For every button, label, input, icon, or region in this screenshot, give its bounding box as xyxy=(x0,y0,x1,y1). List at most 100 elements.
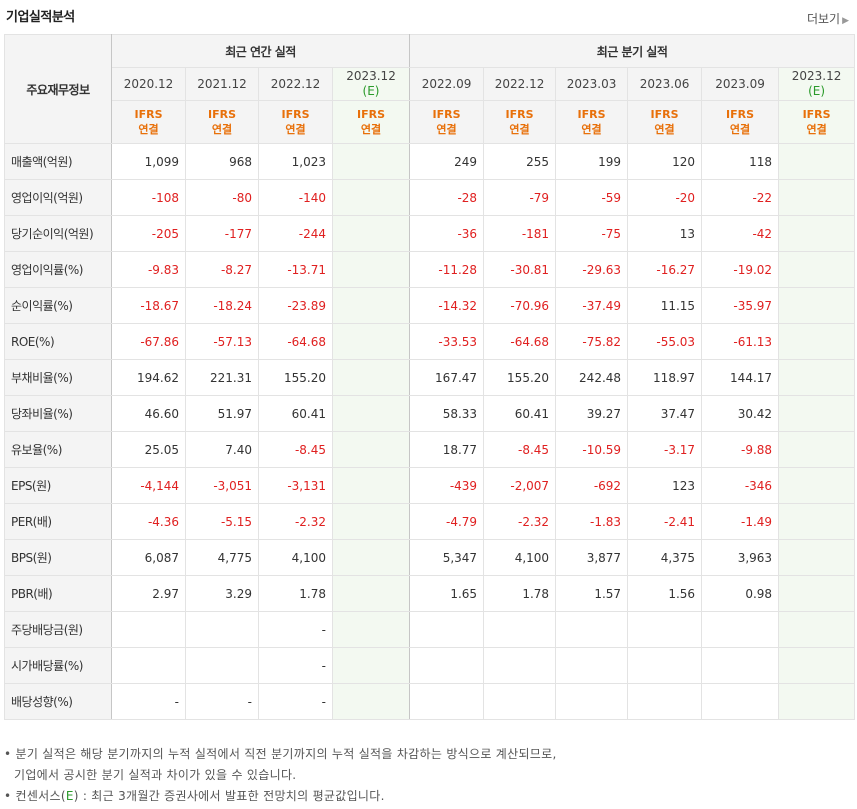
basis-standard: IFRS xyxy=(357,108,386,121)
table-cell: 167.47 xyxy=(409,359,485,396)
table-cell: 118 xyxy=(701,143,780,180)
table-cell: -28 xyxy=(409,179,485,216)
table-row: ROE(%) -67.86 -57.13 -64.68 -33.53 -64.68 -75.… xyxy=(4,323,856,360)
basis-consolidation: 연결 xyxy=(806,123,827,136)
table-cell: - xyxy=(258,647,333,684)
table-cell xyxy=(331,575,411,612)
table-cell: -2.32 xyxy=(483,503,557,540)
quarter-header: 최근 분기 실적 xyxy=(409,34,856,68)
table-cell: 46.60 xyxy=(111,395,186,432)
more-label: 더보기 xyxy=(806,12,841,26)
period-label: 2023.09 xyxy=(715,77,765,91)
table-cell xyxy=(627,683,703,720)
footnote-consensus-pre: • 컨센서스( xyxy=(4,789,66,803)
table-cell: -67.86 xyxy=(111,323,186,360)
table-cell: -30.81 xyxy=(483,251,557,288)
table-cell: 1.57 xyxy=(555,575,629,612)
table-cell xyxy=(627,611,703,648)
row-label: 영업이익(억원) xyxy=(4,179,112,216)
table-cell xyxy=(701,683,780,720)
footnote-quarterly: • 분기 실적은 해당 분기까지의 누적 실적에서 직전 분기까지의 누적 실적… xyxy=(4,747,557,761)
table-cell: -55.03 xyxy=(627,323,703,360)
basis-header: IFRS 연결 xyxy=(483,100,557,144)
table-row: 당좌비율(%) 46.60 51.97 60.41 58.33 60.41 39.27 37.… xyxy=(4,395,856,432)
basis-standard: IFRS xyxy=(281,108,310,121)
table-cell xyxy=(778,143,856,180)
table-cell: 11.15 xyxy=(627,287,703,324)
table-cell: 3,877 xyxy=(555,539,629,576)
table-cell: 60.41 xyxy=(258,395,333,432)
table-cell: 58.33 xyxy=(409,395,485,432)
table-cell xyxy=(331,215,411,252)
table-row: 유보율(%) 25.05 7.40 -8.45 18.77 -8.45 -10.59 -3.1… xyxy=(4,431,856,468)
table-cell: 118.97 xyxy=(627,359,703,396)
table-cell: -3,051 xyxy=(185,467,259,504)
table-cell: -8.45 xyxy=(483,431,557,468)
table-cell: -33.53 xyxy=(409,323,485,360)
period-header: 2023.12 (E) xyxy=(331,67,411,101)
table-cell xyxy=(778,467,856,504)
table-cell: -22 xyxy=(701,179,780,216)
table-cell: -19.02 xyxy=(701,251,780,288)
basis-standard: IFRS xyxy=(505,108,534,121)
basis-consolidation: 연결 xyxy=(138,123,159,136)
period-header: 2020.12 xyxy=(111,67,186,101)
table-cell xyxy=(331,251,411,288)
basis-header: IFRS 연결 xyxy=(778,100,856,144)
table-cell xyxy=(483,683,557,720)
basis-standard: IFRS xyxy=(134,108,163,121)
table-cell xyxy=(627,647,703,684)
table-cell xyxy=(778,611,856,648)
more-link[interactable]: 더보기 ▶ xyxy=(807,10,849,27)
table-cell: -1.49 xyxy=(701,503,780,540)
table-cell xyxy=(331,611,411,648)
table-cell: -16.27 xyxy=(627,251,703,288)
table-cell: -59 xyxy=(555,179,629,216)
table-cell: -64.68 xyxy=(258,323,333,360)
period-label: 2022.12 xyxy=(494,77,545,91)
table-cell: 4,100 xyxy=(483,539,557,576)
row-label: PER(배) xyxy=(4,503,112,540)
table-cell xyxy=(555,683,629,720)
table-cell xyxy=(778,287,856,324)
table-cell xyxy=(483,647,557,684)
row-label: 시가배당률(%) xyxy=(4,647,112,684)
table-row: 주당배당금(원) - xyxy=(4,611,856,648)
table-cell: 1.78 xyxy=(258,575,333,612)
table-cell: 6,087 xyxy=(111,539,186,576)
table-cell: 1.78 xyxy=(483,575,557,612)
table-cell: 155.20 xyxy=(258,359,333,396)
table-cell: -181 xyxy=(483,215,557,252)
table-cell xyxy=(555,611,629,648)
annual-header: 최근 연간 실적 xyxy=(110,34,411,68)
table-cell: - xyxy=(258,683,333,720)
table-cell: -4.36 xyxy=(111,503,186,540)
table-cell: -3.17 xyxy=(627,431,703,468)
table-row: BPS(원) 6,087 4,775 4,100 5,347 4,100 3,877 4,37… xyxy=(4,539,856,576)
table-cell xyxy=(409,683,485,720)
table-cell: 242.48 xyxy=(555,359,629,396)
period-header: 2023.06 xyxy=(627,67,703,101)
row-label: 영업이익률(%) xyxy=(4,251,112,288)
table-cell: 3.29 xyxy=(185,575,259,612)
row-label: EPS(원) xyxy=(4,467,112,504)
table-cell xyxy=(331,395,411,432)
table-cell: -346 xyxy=(701,467,780,504)
footnote-consensus-e: E xyxy=(65,789,74,803)
table-cell: 1.56 xyxy=(627,575,703,612)
basis-header: IFRS 연결 xyxy=(555,100,629,144)
basis-header: IFRS 연결 xyxy=(627,100,703,144)
table-cell: 968 xyxy=(185,143,259,180)
table-cell: -23.89 xyxy=(258,287,333,324)
basis-consolidation: 연결 xyxy=(211,123,233,136)
table-cell xyxy=(331,323,411,360)
table-cell xyxy=(331,467,411,504)
table-cell xyxy=(409,611,485,648)
table-row: 시가배당률(%) - xyxy=(4,647,856,684)
period-label: 2023.03 xyxy=(566,77,617,91)
table-cell xyxy=(331,359,411,396)
basis-header: IFRS 연결 xyxy=(409,100,485,144)
basis-header: IFRS 연결 xyxy=(331,100,411,144)
basis-header: IFRS 연결 xyxy=(111,100,186,144)
table-cell: -18.67 xyxy=(111,287,186,324)
